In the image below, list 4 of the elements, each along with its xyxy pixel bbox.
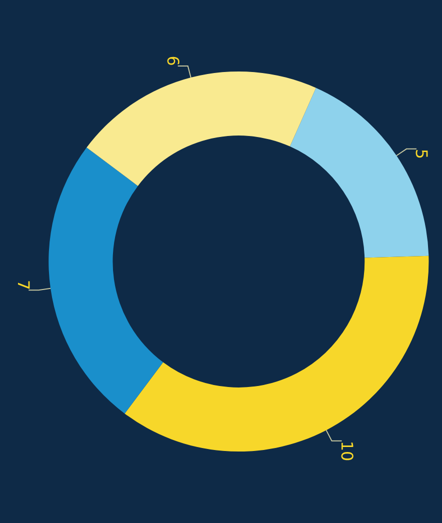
data-label: 5 bbox=[412, 148, 431, 160]
data-label: 7 bbox=[14, 280, 34, 290]
data-label: 6 bbox=[163, 56, 182, 66]
data-label: 10 bbox=[337, 440, 356, 462]
